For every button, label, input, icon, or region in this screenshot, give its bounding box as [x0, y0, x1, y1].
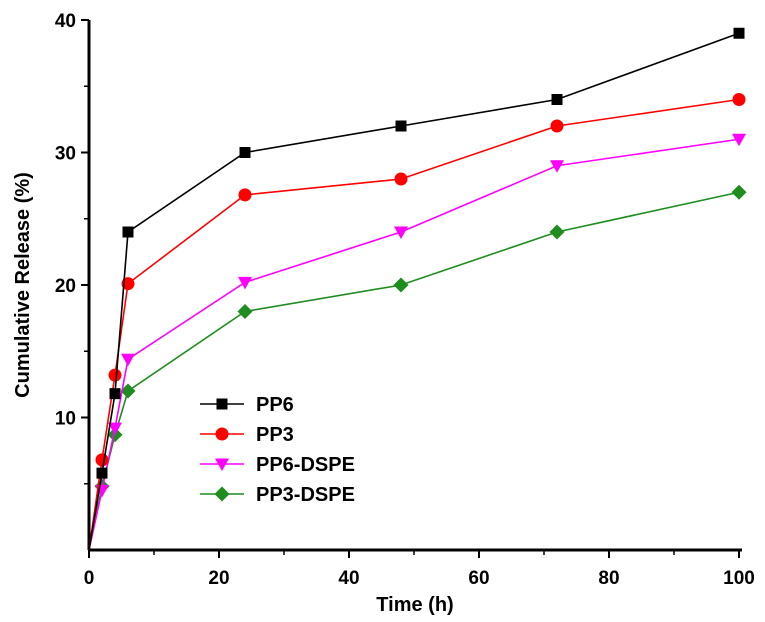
y-tick-label: 30	[55, 144, 76, 165]
data-point-pp3-dspe	[549, 224, 565, 240]
series-line-pp6	[88, 32, 740, 551]
x-tick-label: 60	[468, 568, 489, 589]
legend-label: PP6	[256, 394, 294, 416]
series-line-pp3	[88, 98, 740, 551]
data-point-pp3	[394, 172, 408, 186]
series-line-pp3-dspe	[88, 191, 740, 551]
legend-item-pp6: PP6	[200, 394, 294, 416]
data-point-pp6-dspe	[238, 276, 252, 290]
y-tick-label: 40	[55, 11, 76, 32]
data-point-pp6	[551, 94, 563, 105]
data-point-pp3-dspe	[731, 184, 747, 200]
legend-label: PP3-DSPE	[256, 484, 355, 506]
data-point-pp6	[733, 27, 745, 39]
data-point-pp6-dspe	[121, 353, 135, 367]
legend-marker-pp6-dspe	[215, 458, 229, 471]
legend-label: PP6-DSPE	[256, 454, 355, 476]
legend-marker-pp6	[216, 398, 228, 410]
x-tick-label: 40	[338, 568, 359, 589]
data-point-pp6-dspe	[550, 160, 564, 173]
data-point-pp3-dspe	[393, 277, 409, 293]
series-line-pp6-dspe	[88, 138, 740, 551]
legend: PP6 PP3 PP6-DSPE PP3-DSPE	[200, 394, 355, 506]
data-point-pp6	[395, 120, 407, 132]
data-point-pp3	[238, 188, 252, 202]
data-point-pp6	[122, 226, 134, 238]
data-point-pp6	[239, 147, 251, 158]
x-tick-label: 0	[84, 568, 95, 589]
data-point-pp6-dspe	[108, 422, 122, 436]
legend-item-pp3-dspe: PP3-DSPE	[200, 484, 355, 506]
data-point-pp6-dspe	[732, 133, 746, 147]
legend-label: PP3	[256, 424, 294, 446]
data-point-pp3	[550, 119, 564, 133]
legend-marker-pp3	[215, 427, 229, 441]
data-point-pp6	[109, 388, 121, 400]
y-axis-title: Cumulative Release (%)	[12, 172, 34, 398]
plot-layer	[88, 27, 747, 551]
legend-marker-pp3-dspe	[214, 486, 230, 502]
data-point-pp6-dspe	[394, 226, 408, 239]
x-tick-label: 100	[723, 568, 755, 589]
data-point-pp3	[732, 93, 746, 106]
y-tick-label: 10	[55, 409, 76, 430]
x-tick-label: 80	[598, 568, 619, 589]
data-point-pp3-dspe	[120, 383, 136, 399]
series-pp3-dspe	[88, 184, 747, 551]
data-point-pp3-dspe	[237, 304, 253, 319]
x-axis-title: Time (h)	[376, 594, 453, 616]
data-point-pp6	[96, 467, 108, 479]
x-tick-label: 20	[208, 568, 229, 589]
data-point-pp3	[108, 368, 122, 382]
legend-item-pp3: PP3	[200, 424, 294, 446]
series-pp6	[88, 27, 745, 551]
y-tick-label: 20	[55, 276, 76, 297]
series-pp6-dspe	[88, 133, 746, 551]
series-pp3	[88, 93, 746, 551]
data-point-pp3	[95, 453, 109, 467]
legend-item-pp6-dspe: PP6-DSPE	[200, 454, 355, 476]
